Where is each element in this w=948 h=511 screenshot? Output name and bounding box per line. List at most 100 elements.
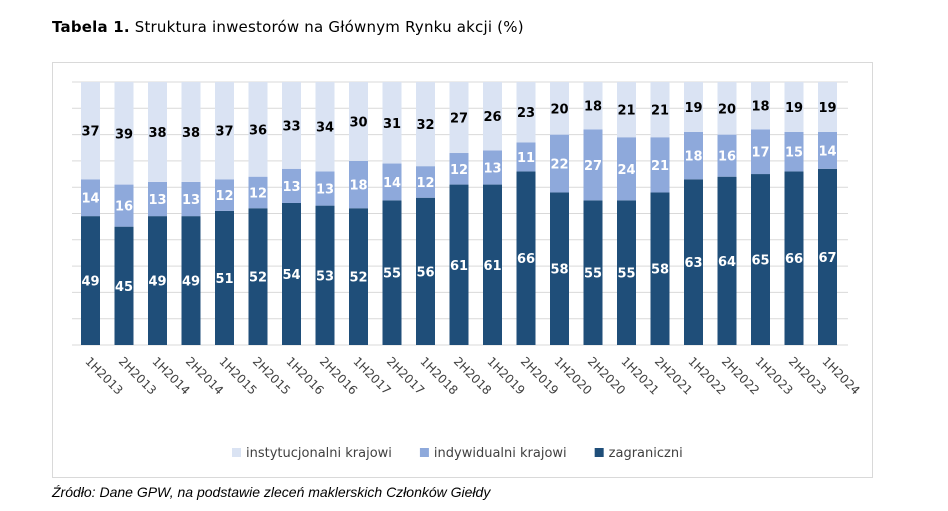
data-label: 26 xyxy=(483,110,501,125)
bar-segment xyxy=(449,82,469,154)
bar-segment xyxy=(416,166,435,198)
data-label: 53 xyxy=(316,269,334,284)
legend-swatch xyxy=(594,448,604,457)
bar-segment xyxy=(684,179,703,345)
data-label: 66 xyxy=(517,252,535,267)
bar-segment xyxy=(617,82,636,138)
bar-segment xyxy=(483,82,502,151)
data-label: 12 xyxy=(416,176,434,191)
data-label: 34 xyxy=(316,121,334,136)
bar-segment xyxy=(516,142,536,172)
bar-segment xyxy=(583,82,603,130)
data-label: 61 xyxy=(483,259,501,274)
data-label: 11 xyxy=(517,151,535,166)
data-label: 19 xyxy=(684,101,702,116)
data-label: 31 xyxy=(383,117,401,132)
data-label: 21 xyxy=(651,159,669,174)
bar-segment xyxy=(449,153,469,185)
data-label: 21 xyxy=(617,104,635,119)
bar-segment xyxy=(248,176,268,209)
data-label: 32 xyxy=(416,118,434,133)
bar-segment xyxy=(818,131,837,169)
bar-segment xyxy=(349,208,368,345)
data-label: 55 xyxy=(617,267,635,282)
data-label: 18 xyxy=(684,150,702,165)
source-note: Źródło: Dane GPW, na podstawie zleceń ma… xyxy=(52,484,491,500)
data-label: 37 xyxy=(215,125,233,140)
data-label: 58 xyxy=(651,263,669,278)
bar-segment xyxy=(818,168,837,345)
bar-segment xyxy=(483,150,502,185)
data-label: 13 xyxy=(148,193,166,208)
data-label: 12 xyxy=(450,163,468,178)
data-label: 38 xyxy=(182,126,200,141)
bar-segment xyxy=(181,181,201,217)
data-label: 37 xyxy=(81,125,99,140)
data-label: 49 xyxy=(182,275,200,290)
bar-segment xyxy=(516,171,536,345)
data-label: 63 xyxy=(684,256,702,271)
bar-segment xyxy=(148,82,167,182)
bar-segment xyxy=(550,82,569,135)
bar-segment xyxy=(382,200,402,345)
data-label: 38 xyxy=(148,126,166,141)
bar-segment xyxy=(751,82,770,130)
data-label: 52 xyxy=(349,271,367,286)
bar-segment xyxy=(114,226,134,345)
bar-segment xyxy=(784,131,804,172)
bar-segment xyxy=(382,163,402,201)
bar-segment xyxy=(215,82,234,180)
bar-segment xyxy=(784,171,804,345)
data-label: 22 xyxy=(550,158,568,173)
bar-segment xyxy=(315,82,335,172)
legend-swatch xyxy=(232,448,241,457)
title-text: Struktura inwestorów na Głównym Rynku ak… xyxy=(129,18,524,36)
data-label: 30 xyxy=(349,115,367,130)
data-label: 18 xyxy=(751,100,769,115)
bar-segment xyxy=(114,82,134,185)
bar-segment xyxy=(717,176,737,345)
bar-segment xyxy=(148,216,167,345)
bar-segment xyxy=(114,184,134,227)
bar-segment xyxy=(349,82,368,161)
bar-segment xyxy=(684,82,703,132)
bar-segment xyxy=(215,210,234,345)
data-label: 54 xyxy=(282,268,300,283)
bar-segment xyxy=(382,82,402,164)
data-label: 19 xyxy=(818,101,836,116)
data-label: 12 xyxy=(215,189,233,204)
data-label: 15 xyxy=(785,146,803,161)
bar-segment xyxy=(650,192,670,345)
bar-segment xyxy=(349,160,368,209)
bar-segment xyxy=(282,202,301,345)
data-label: 18 xyxy=(584,100,602,115)
data-label: 51 xyxy=(215,272,233,287)
bar-segment xyxy=(818,82,837,132)
bar-segment xyxy=(181,216,201,345)
data-label: 14 xyxy=(818,144,836,159)
data-label: 64 xyxy=(718,255,736,270)
bar-segment xyxy=(148,181,167,217)
data-label: 13 xyxy=(182,193,200,208)
data-label: 66 xyxy=(785,252,803,267)
bar-segment xyxy=(248,208,268,345)
legend-label: zagraniczni xyxy=(609,446,683,461)
data-label: 45 xyxy=(115,280,133,295)
bar-segment xyxy=(248,82,268,177)
bar-segment xyxy=(583,129,603,201)
bar-segment xyxy=(416,197,435,345)
data-label: 24 xyxy=(617,163,635,178)
data-label: 58 xyxy=(550,263,568,278)
data-label: 13 xyxy=(483,161,501,176)
bar-segment xyxy=(583,200,603,345)
bar-segment xyxy=(81,179,100,217)
title-prefix: Tabela 1. xyxy=(52,18,130,36)
bar-segment xyxy=(650,137,670,193)
data-label: 16 xyxy=(115,200,133,215)
bar-segment xyxy=(617,200,636,345)
bar-segment xyxy=(449,184,469,345)
data-label: 19 xyxy=(785,101,803,116)
bar-segment xyxy=(516,82,536,143)
legend-swatch xyxy=(419,448,429,457)
data-label: 20 xyxy=(718,102,736,117)
